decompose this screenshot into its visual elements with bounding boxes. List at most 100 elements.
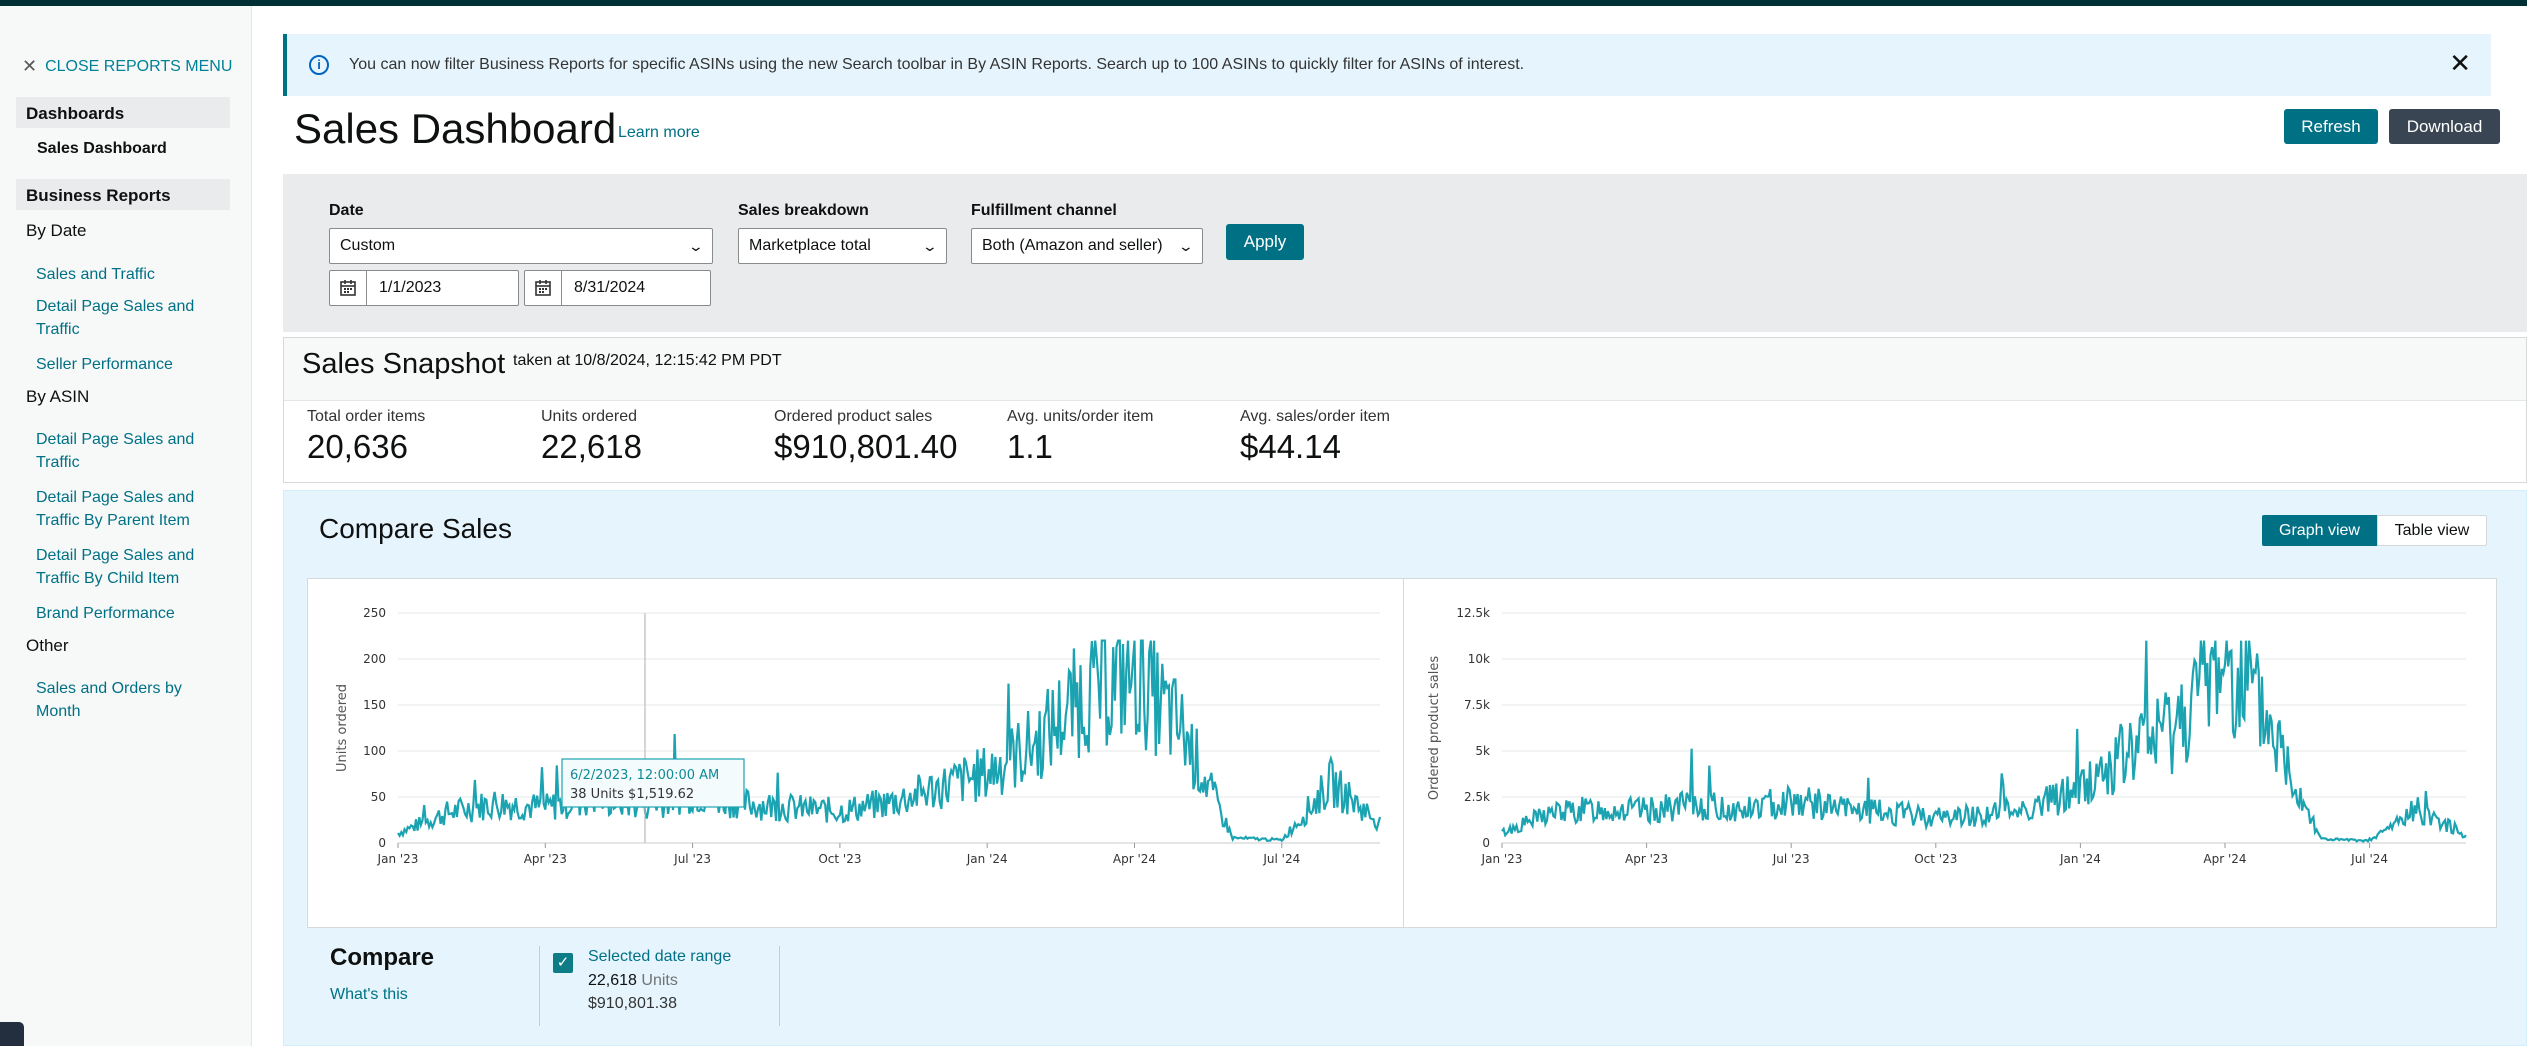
- calendar-icon[interactable]: [330, 271, 367, 305]
- sidebar-item-line: Detail Page Sales and: [36, 489, 195, 506]
- banner-close-icon[interactable]: ✕: [2449, 48, 2471, 78]
- y-tick-label: 0: [1482, 836, 1490, 850]
- sidebar-item-sales-dashboard[interactable]: Sales Dashboard: [37, 140, 167, 157]
- sidebar-item-brand-performance[interactable]: Brand Performance: [36, 605, 175, 622]
- sidebar-item-asin-detail-page[interactable]: Detail Page Sales and Traffic: [36, 428, 194, 474]
- metric-value: 1.1: [1007, 428, 1053, 465]
- tooltip-date: 6/2/2023, 12:00:00 AM: [570, 768, 719, 783]
- x-tick-label: Jul '24: [2350, 852, 2388, 866]
- y-tick-label: 150: [363, 698, 386, 712]
- whats-this-link[interactable]: What's this: [330, 986, 408, 1003]
- series-line: [397, 639, 1382, 843]
- fulfillment-channel-label: Fulfillment channel: [971, 202, 1117, 219]
- chart-divider: [1403, 579, 1404, 927]
- metric-avg-units-per-order: Avg. units/order item 1.1: [1007, 408, 1153, 466]
- sidebar-item-asin-by-child[interactable]: Detail Page Sales and Traffic By Child I…: [36, 544, 194, 590]
- sidebar-item-line: Detail Page Sales and: [36, 298, 195, 315]
- sidebar-item-line: Traffic: [36, 321, 80, 338]
- metric-total-order-items: Total order items 20,636: [307, 408, 425, 466]
- date-range-value: Custom: [340, 237, 396, 254]
- metric-units-ordered: Units ordered 22,618: [541, 408, 642, 466]
- x-tick-label: Oct '23: [818, 852, 861, 866]
- y-tick-label: 250: [363, 606, 386, 620]
- close-reports-menu-button[interactable]: ✕ CLOSE REPORTS MENU: [22, 56, 232, 77]
- sidebar-item-seller-performance[interactable]: Seller Performance: [36, 356, 173, 373]
- sidebar-group-by-asin: By ASIN: [26, 387, 90, 406]
- metric-label: Ordered product sales: [774, 408, 933, 425]
- metric-value: $44.14: [1240, 428, 1341, 465]
- y-tick-label: 10k: [1468, 652, 1490, 666]
- charts-container: 0 50 100 150 200 250 Units ordered Jan '23 Apr '…: [307, 578, 2497, 928]
- x-tick-label: Jan '23: [377, 852, 419, 866]
- series-line: [1501, 640, 2467, 844]
- learn-more-link[interactable]: Learn more: [618, 124, 700, 141]
- close-menu-label: CLOSE REPORTS MENU: [45, 57, 233, 75]
- table-view-button[interactable]: Table view: [2377, 515, 2487, 546]
- y-tick-label: 50: [371, 790, 386, 804]
- info-banner: i You can now filter Business Reports fo…: [283, 34, 2491, 96]
- sidebar-item-line: Detail Page Sales and: [36, 431, 195, 448]
- ordered-product-sales-chart[interactable]: 0 2.5k 5k 7.5k 10k 12.5k Ordered product sales…: [1404, 579, 2498, 927]
- selected-range-checkbox[interactable]: ✓: [553, 953, 573, 973]
- metric-value: $910,801.40: [774, 428, 958, 465]
- apply-button[interactable]: Apply: [1226, 224, 1304, 260]
- refresh-button[interactable]: Refresh: [2284, 109, 2378, 144]
- x-tick-label: Apr '23: [524, 852, 567, 866]
- sales-breakdown-select[interactable]: Marketplace total ⌄: [738, 228, 947, 264]
- start-date-value: 1/1/2023: [379, 279, 442, 296]
- download-button[interactable]: Download: [2389, 109, 2500, 144]
- chart-tooltip: 6/2/2023, 12:00:00 AM 38 Units $1,519.62: [561, 758, 745, 808]
- end-date-field[interactable]: 8/31/2024: [524, 270, 711, 306]
- start-date-field[interactable]: 1/1/2023: [329, 270, 519, 306]
- close-icon: ✕: [22, 56, 38, 76]
- x-tick-label: Apr '23: [1625, 852, 1668, 866]
- metric-label: Units ordered: [541, 408, 638, 425]
- x-tick-label: Jan '24: [966, 852, 1008, 866]
- units-word: Units: [641, 972, 678, 989]
- selected-range-sales: $910,801.38: [588, 995, 677, 1012]
- y-tick-label: 2.5k: [1464, 790, 1490, 804]
- x-tick-label: Jan '24: [2059, 852, 2101, 866]
- chevron-down-icon: ⌄: [1177, 237, 1195, 254]
- end-date-value: 8/31/2024: [574, 279, 646, 296]
- tooltip-detail: 38 Units $1,519.62: [570, 787, 694, 802]
- metric-avg-sales-per-order: Avg. sales/order item $44.14: [1240, 408, 1390, 466]
- x-tick-label: Oct '23: [1914, 852, 1957, 866]
- date-label: Date: [329, 202, 364, 219]
- sidebar-group-other: Other: [26, 636, 69, 655]
- x-tick-label: Apr '24: [1113, 852, 1156, 866]
- sidebar-item-sales-and-traffic[interactable]: Sales and Traffic: [36, 266, 155, 283]
- legend-divider: [539, 946, 540, 1026]
- metric-value: 20,636: [307, 428, 408, 465]
- sidebar-item-line: Traffic By Child Item: [36, 570, 180, 587]
- x-tick-label: Jul '24: [1262, 852, 1300, 866]
- compare-sales-title: Compare Sales: [319, 513, 512, 544]
- graph-view-button[interactable]: Graph view: [2262, 515, 2377, 546]
- top-bar: [0, 0, 2527, 6]
- sales-snapshot-panel: Sales Snapshot taken at 10/8/2024, 12:15…: [283, 337, 2527, 483]
- feedback-tab[interactable]: [0, 1022, 24, 1046]
- date-range-select[interactable]: Custom ⌄: [329, 228, 713, 264]
- units-ordered-chart[interactable]: 0 50 100 150 200 250 Units ordered Jan '23 Apr '…: [308, 579, 1402, 927]
- sidebar-item-line: Month: [36, 703, 81, 720]
- chevron-down-icon: ⌄: [921, 237, 939, 254]
- calendar-icon[interactable]: [525, 271, 562, 305]
- x-tick-label: Jul '23: [673, 852, 711, 866]
- y-tick-label: 0: [378, 836, 386, 850]
- tooltip-box: [561, 758, 745, 808]
- reports-sidebar: ✕ CLOSE REPORTS MENU Dashboards Sales Da…: [0, 6, 252, 1046]
- x-tick-label: Apr '24: [2203, 852, 2246, 866]
- units-value: 22,618: [588, 972, 637, 989]
- snapshot-timestamp: taken at 10/8/2024, 12:15:42 PM PDT: [513, 352, 782, 369]
- fulfillment-channel-select[interactable]: Both (Amazon and seller) ⌄: [971, 228, 1203, 264]
- sidebar-section-dashboards[interactable]: Dashboards: [16, 97, 230, 128]
- sidebar-item-asin-by-parent[interactable]: Detail Page Sales and Traffic By Parent …: [36, 486, 194, 532]
- sidebar-section-business-reports[interactable]: Business Reports: [16, 179, 230, 210]
- x-tick-label: Jul '23: [1772, 852, 1810, 866]
- sidebar-item-detail-page-sales-traffic[interactable]: Detail Page Sales and Traffic: [36, 295, 194, 341]
- selected-range-label[interactable]: Selected date range: [588, 948, 732, 965]
- sidebar-item-line: Traffic By Parent Item: [36, 512, 190, 529]
- sidebar-item-sales-orders-by-month[interactable]: Sales and Orders by Month: [36, 677, 182, 723]
- fulfillment-channel-value: Both (Amazon and seller): [982, 237, 1163, 254]
- y-axis-label: Units ordered: [335, 684, 350, 772]
